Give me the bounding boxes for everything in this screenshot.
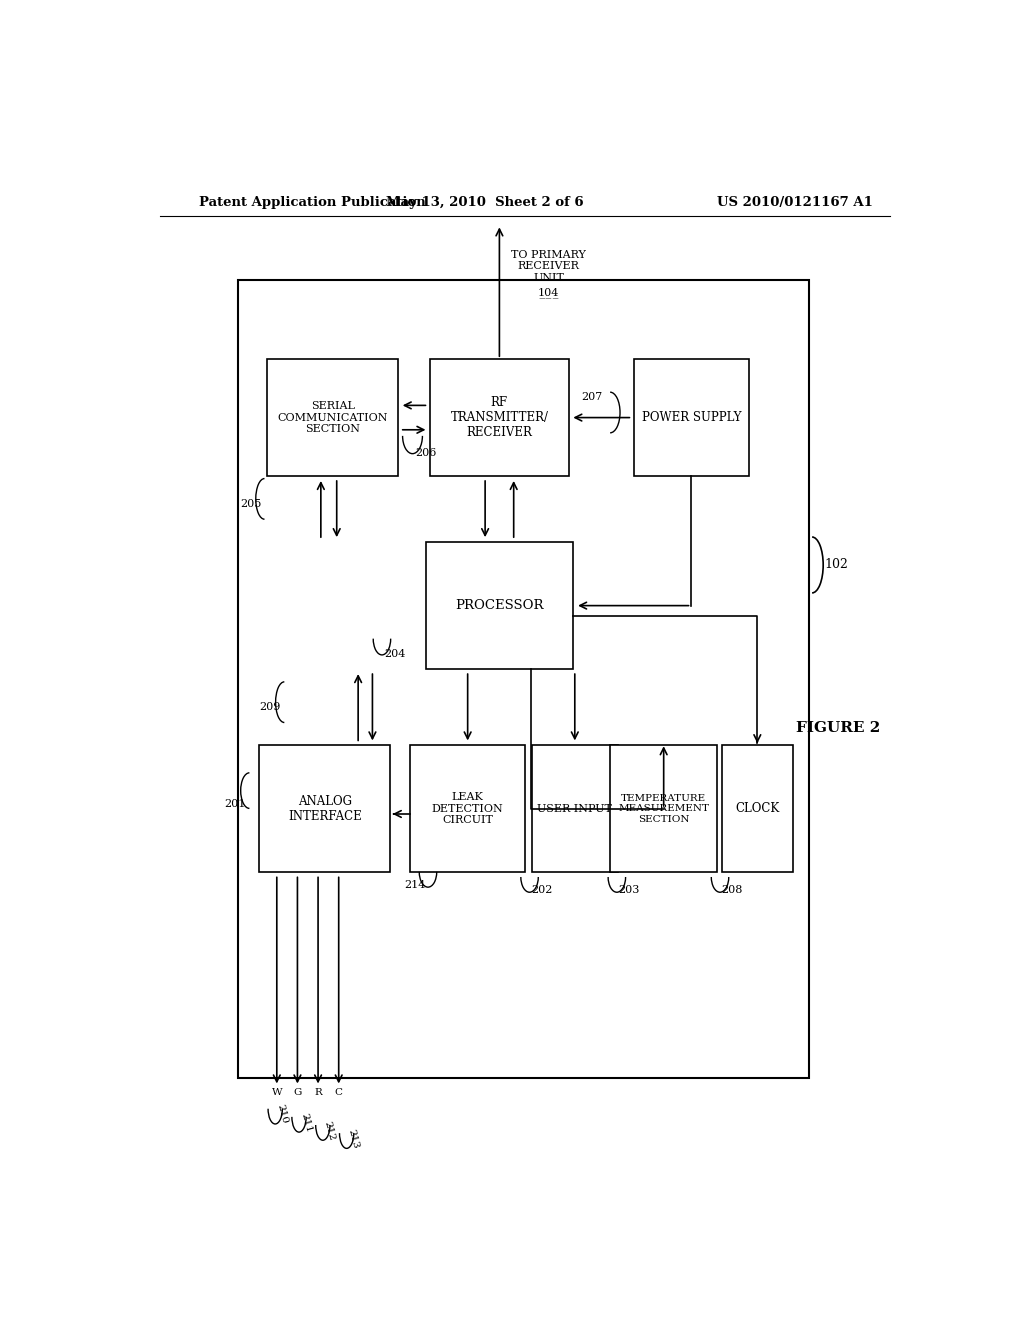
Text: US 2010/0121167 A1: US 2010/0121167 A1 <box>717 195 872 209</box>
Text: PROCESSOR: PROCESSOR <box>455 599 544 612</box>
Text: 202: 202 <box>531 886 553 895</box>
Text: 212: 212 <box>323 1119 337 1142</box>
Text: FIGURE 2: FIGURE 2 <box>796 721 881 735</box>
Text: 207: 207 <box>581 392 602 403</box>
FancyBboxPatch shape <box>722 746 793 873</box>
Text: TEMPERATURE
MEASUREMENT
SECTION: TEMPERATURE MEASUREMENT SECTION <box>618 795 710 824</box>
Text: LEAK
DETECTION
CIRCUIT: LEAK DETECTION CIRCUIT <box>432 792 504 825</box>
FancyBboxPatch shape <box>531 746 617 873</box>
FancyBboxPatch shape <box>411 746 525 873</box>
FancyBboxPatch shape <box>259 746 390 873</box>
FancyBboxPatch shape <box>634 359 749 477</box>
Text: 213: 213 <box>347 1129 360 1150</box>
Text: 206: 206 <box>416 447 437 458</box>
Text: R: R <box>314 1089 322 1097</box>
FancyBboxPatch shape <box>610 746 717 873</box>
Text: C: C <box>335 1089 343 1097</box>
Text: ANALOG
INTERFACE: ANALOG INTERFACE <box>288 795 361 822</box>
Text: 1̲0̲4̲: 1̲0̲4̲ <box>538 288 559 298</box>
Text: CLOCK: CLOCK <box>735 803 779 816</box>
Text: W: W <box>271 1089 283 1097</box>
Text: 211: 211 <box>299 1111 313 1134</box>
Text: USER INPUT: USER INPUT <box>538 804 612 814</box>
Text: Patent Application Publication: Patent Application Publication <box>200 195 426 209</box>
Text: RF
TRANSMITTER/
RECEIVER: RF TRANSMITTER/ RECEIVER <box>451 396 549 440</box>
Text: 210: 210 <box>275 1104 289 1125</box>
FancyBboxPatch shape <box>430 359 569 477</box>
Text: 201: 201 <box>224 799 246 809</box>
Text: G: G <box>293 1089 302 1097</box>
FancyBboxPatch shape <box>267 359 398 477</box>
Text: 204: 204 <box>384 649 406 659</box>
Text: TO PRIMARY
RECEIVER
UNIT: TO PRIMARY RECEIVER UNIT <box>511 249 586 282</box>
Text: POWER SUPPLY: POWER SUPPLY <box>642 411 741 424</box>
FancyBboxPatch shape <box>426 543 572 669</box>
Text: SERIAL
COMMUNICATION
SECTION: SERIAL COMMUNICATION SECTION <box>278 401 388 434</box>
Text: 203: 203 <box>618 886 640 895</box>
Text: 209: 209 <box>259 702 281 713</box>
Text: 214: 214 <box>404 880 426 890</box>
Text: 102: 102 <box>824 558 849 572</box>
Text: 205: 205 <box>240 499 261 510</box>
Text: 208: 208 <box>722 886 743 895</box>
Text: May 13, 2010  Sheet 2 of 6: May 13, 2010 Sheet 2 of 6 <box>386 195 584 209</box>
